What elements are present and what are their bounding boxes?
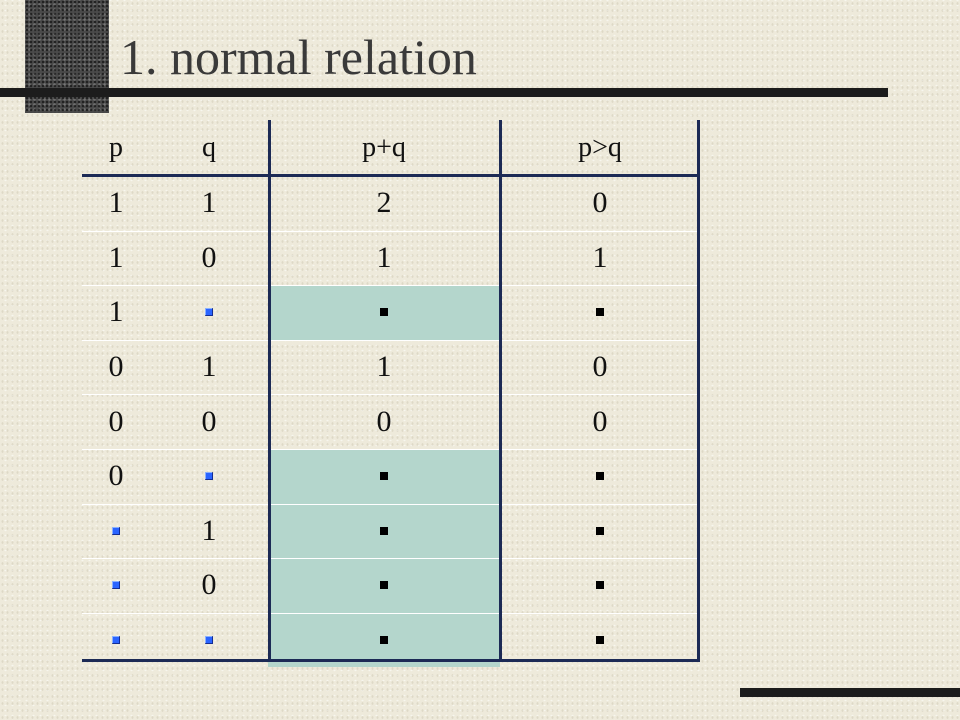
table-cell <box>268 285 500 340</box>
null-input-marker-icon <box>205 308 213 317</box>
table-cell: 1 <box>592 240 608 274</box>
table-cell <box>500 504 700 559</box>
table-cell <box>268 449 500 504</box>
null-result-marker-icon <box>596 526 604 535</box>
slide-title: 1. normal relation <box>120 29 477 85</box>
column-rule <box>268 120 271 662</box>
null-result-marker-icon <box>596 636 604 645</box>
row-separator <box>82 394 700 395</box>
table-cell: 1 <box>376 350 392 384</box>
table-cell: 0 <box>592 404 608 438</box>
title-underline-left <box>0 88 110 97</box>
header-rule <box>82 174 700 177</box>
column-header: p+q <box>362 132 406 163</box>
null-result-marker-icon <box>380 581 388 590</box>
table-cell <box>82 504 150 559</box>
table-cell: 1 <box>108 186 124 220</box>
table-cell <box>150 285 268 340</box>
table-bottom-rule <box>82 659 700 662</box>
null-result-marker-icon <box>380 526 388 535</box>
null-input-marker-icon <box>112 581 120 590</box>
table-cell <box>268 558 500 613</box>
table-cell: 0 <box>108 404 124 438</box>
null-input-marker-icon <box>112 526 120 535</box>
column-rule <box>697 120 700 662</box>
footer-bar <box>740 688 960 697</box>
column-header: q <box>202 132 216 163</box>
null-input-marker-icon <box>205 636 213 645</box>
table-cell: 0 <box>201 404 217 438</box>
table-cell <box>82 613 150 668</box>
row-separator <box>82 613 700 614</box>
column-header: p <box>109 132 123 163</box>
table-cell <box>268 504 500 559</box>
table-cell <box>500 613 700 668</box>
table-cell: 2 <box>376 186 392 220</box>
row-separator <box>82 558 700 559</box>
null-result-marker-icon <box>380 472 388 481</box>
null-result-marker-icon <box>596 581 604 590</box>
column-rule <box>499 120 502 662</box>
table-cell: 0 <box>201 240 217 274</box>
null-result-marker-icon <box>380 308 388 317</box>
table-cell: 0 <box>376 404 392 438</box>
table-cell <box>500 285 700 340</box>
table-cell <box>150 449 268 504</box>
table-cell: 0 <box>108 459 124 493</box>
null-result-marker-icon <box>596 308 604 317</box>
table-cell: 0 <box>108 350 124 384</box>
table-cell: 0 <box>592 350 608 384</box>
null-input-marker-icon <box>205 472 213 481</box>
row-separator <box>82 285 700 286</box>
null-result-marker-icon <box>380 636 388 645</box>
column-header: p>q <box>578 132 622 163</box>
table-cell: 1 <box>108 295 124 329</box>
null-input-marker-icon <box>112 636 120 645</box>
table-cell: 1 <box>376 240 392 274</box>
table-cell <box>500 558 700 613</box>
table-cell: 1 <box>201 513 217 547</box>
table-cell <box>500 449 700 504</box>
table-cell: 0 <box>592 186 608 220</box>
table-cell <box>150 613 268 668</box>
row-separator <box>82 340 700 341</box>
table-cell <box>268 613 500 668</box>
null-result-marker-icon <box>596 472 604 481</box>
row-separator <box>82 449 700 450</box>
table-cell: 0 <box>201 568 217 602</box>
row-separator <box>82 231 700 232</box>
table-cell: 1 <box>201 186 217 220</box>
table-cell: 1 <box>108 240 124 274</box>
truth-table: p q p+q p>q 1 1 2 0 1 0 1 1 1 0 1 1 0 0 0 0 0 0 1 0 <box>82 120 700 668</box>
title-underline <box>110 88 888 97</box>
row-separator <box>82 504 700 505</box>
table-cell <box>82 558 150 613</box>
table-cell: 1 <box>201 350 217 384</box>
